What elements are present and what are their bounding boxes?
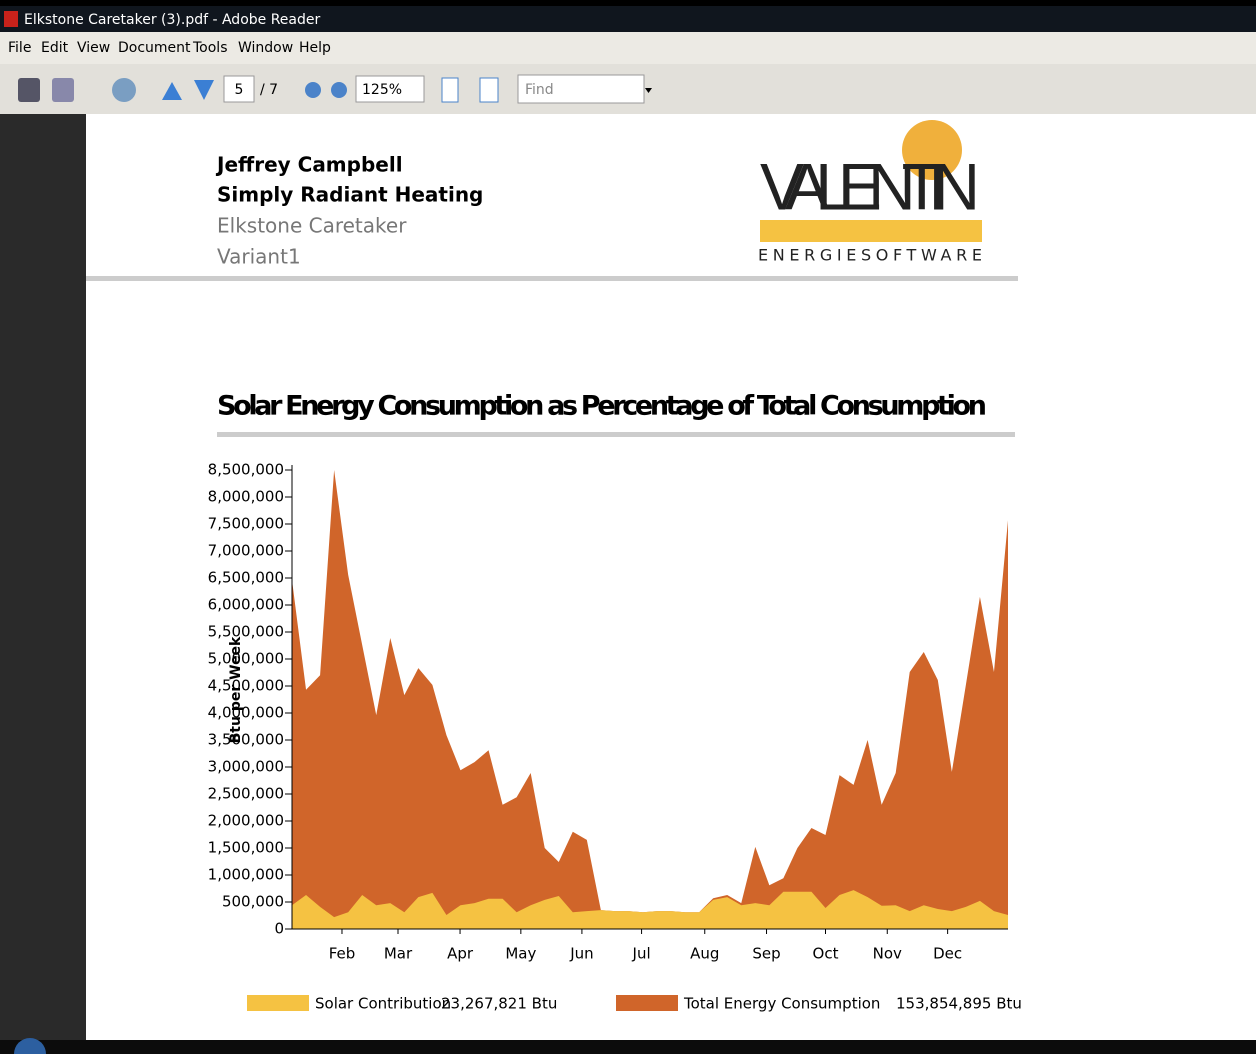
page-count: / 7 xyxy=(260,82,278,98)
x-tick-label: Mar xyxy=(384,945,413,963)
y-tick-label: 8,500,000 xyxy=(208,461,284,479)
menu-item[interactable]: Edit xyxy=(41,40,69,56)
legend-total: 153,854,895 Btu xyxy=(896,995,1022,1013)
x-tick-label: Feb xyxy=(329,945,356,963)
logo-band xyxy=(760,220,982,242)
print-button[interactable] xyxy=(18,78,40,102)
top-strip xyxy=(0,0,1256,6)
fit-width-button[interactable] xyxy=(479,77,499,103)
menu-item[interactable]: Document xyxy=(118,40,191,56)
legend-label: Total Energy Consumption xyxy=(683,995,880,1013)
legend-label: Solar Contribution xyxy=(315,995,451,1013)
header-line: Simply Radiant Heating xyxy=(217,183,483,207)
app-icon xyxy=(4,11,18,27)
y-tick-label: 1,000,000 xyxy=(208,866,284,884)
y-tick-label: 3,000,000 xyxy=(208,758,284,776)
title-bar xyxy=(0,6,1256,32)
y-tick-label: 500,000 xyxy=(222,893,284,911)
find-placeholder: Find xyxy=(525,82,554,98)
tools-button[interactable] xyxy=(112,78,136,102)
header-line: Elkstone Caretaker xyxy=(217,214,407,238)
y-axis-label: Btu per Week xyxy=(228,636,244,743)
fit-page-button[interactable] xyxy=(441,77,459,103)
menu-item[interactable]: Help xyxy=(299,40,331,56)
logo-name: VALENTIN xyxy=(760,149,980,223)
legend-total: 23,267,821 Btu xyxy=(441,995,557,1013)
window-title: Elkstone Caretaker (3).pdf - Adobe Reade… xyxy=(24,12,321,28)
page-number: 5 xyxy=(235,82,244,98)
start-button[interactable] xyxy=(14,1038,46,1058)
x-tick-label: May xyxy=(505,945,536,963)
next-page-button[interactable] xyxy=(194,80,214,100)
area xyxy=(292,470,1008,929)
y-tick-label: 4,500,000 xyxy=(208,677,284,695)
page-input[interactable] xyxy=(223,75,255,103)
chart-title: Solar Energy Consumption as Percentage o… xyxy=(217,391,987,422)
chart: 0 500,000 1,000,000 1,500,000 2,000,000 2,500… xyxy=(208,461,1022,1013)
legend-swatch xyxy=(247,995,309,1011)
y-tick-label: 5,000,000 xyxy=(208,650,284,668)
y-tick-label: 0 xyxy=(274,920,284,938)
y-tick-label: 7,000,000 xyxy=(208,542,284,560)
title-rule xyxy=(217,432,1015,437)
header-rule xyxy=(86,276,1018,281)
find-input[interactable] xyxy=(517,74,645,104)
y-tick-label: 6,500,000 xyxy=(208,569,284,587)
y-tick-label: 8,000,000 xyxy=(208,488,284,506)
x-tick-label: Nov xyxy=(873,945,902,963)
x-tick-label: Jul xyxy=(632,945,651,963)
x-tick-label: Jun xyxy=(569,945,593,963)
header-line: Jeffrey Campbell xyxy=(215,153,403,177)
logo-sun xyxy=(902,120,962,180)
x-tick-label: Oct xyxy=(813,945,839,963)
x-tick-label: Apr xyxy=(447,945,474,963)
x-tick-label: Aug xyxy=(690,945,719,963)
y-tick-label: 3,500,000 xyxy=(208,731,284,749)
menu-item[interactable]: Window xyxy=(238,40,293,56)
y-tick-label: 2,500,000 xyxy=(208,785,284,803)
x-tick-label: Sep xyxy=(752,945,780,963)
find-dropdown[interactable] xyxy=(645,88,652,93)
zoom-in-button[interactable] xyxy=(331,82,347,98)
menu-item[interactable]: File xyxy=(8,40,31,56)
menu-bar xyxy=(0,32,1256,64)
collaborate-button[interactable] xyxy=(52,78,74,102)
y-tick-label: 5,500,000 xyxy=(208,623,284,641)
menu-item[interactable]: View xyxy=(77,40,110,56)
menu: File Edit View Document Tools Window Help xyxy=(8,40,331,56)
logo-subtitle: ENERGIESOFTWARE xyxy=(758,246,982,265)
y-tick-label: 4,000,000 xyxy=(208,704,284,722)
pdf-page xyxy=(86,114,1256,1040)
zoom-out-button[interactable] xyxy=(305,82,321,98)
y-tick-label: 1,500,000 xyxy=(208,839,284,857)
prev-page-button[interactable] xyxy=(162,82,182,100)
taskbar xyxy=(0,1040,1256,1054)
menu-item[interactable]: Tools xyxy=(192,40,228,56)
header-line: Variant1 xyxy=(217,245,301,269)
zoom-input[interactable] xyxy=(355,75,425,103)
area xyxy=(292,890,1008,929)
zoom-value: 125% xyxy=(362,82,402,98)
y-tick-label: 7,500,000 xyxy=(208,515,284,533)
y-tick-label: 2,000,000 xyxy=(208,812,284,830)
y-tick-label: 6,000,000 xyxy=(208,596,284,614)
legend-swatch xyxy=(616,995,678,1011)
x-tick-label: Dec xyxy=(933,945,962,963)
